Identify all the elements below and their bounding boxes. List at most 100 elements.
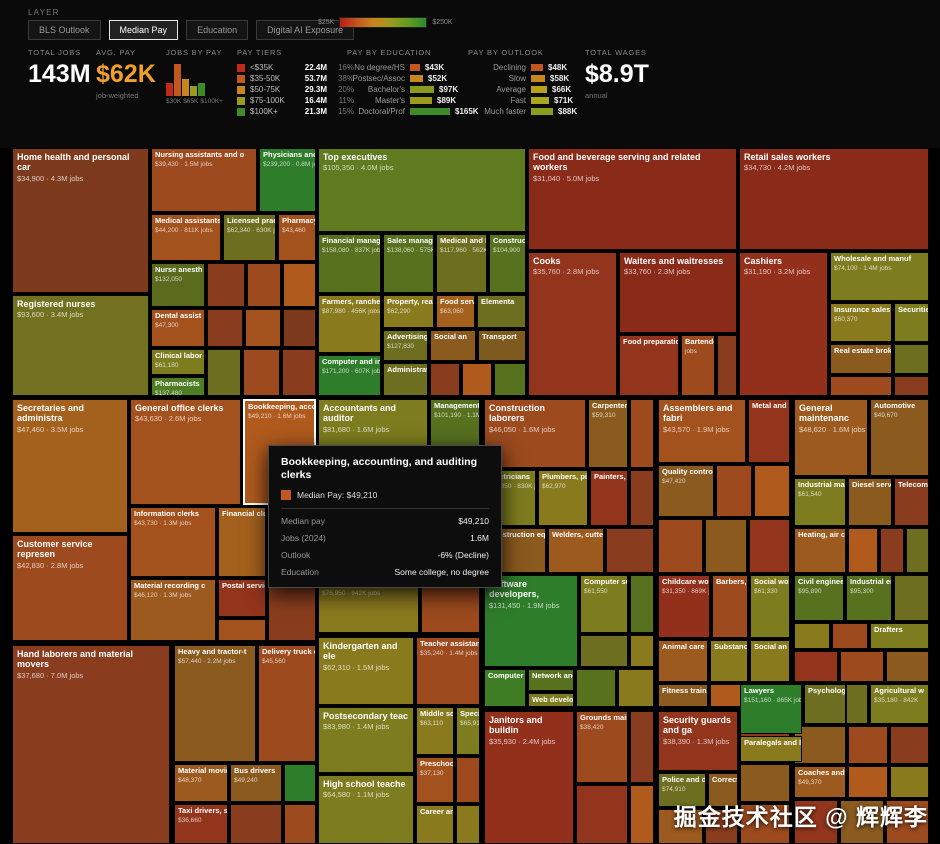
treemap-cell[interactable]: Social an (430, 330, 476, 361)
treemap-cell[interactable] (754, 465, 790, 517)
treemap-cell[interactable] (906, 528, 929, 573)
treemap-cell[interactable] (282, 349, 316, 396)
treemap-cell[interactable] (630, 399, 654, 468)
treemap-cell[interactable]: Police and dete$74,910 (658, 773, 706, 807)
treemap-cell[interactable] (243, 349, 280, 396)
treemap-cell[interactable]: Automotive $49,670 (870, 399, 929, 476)
treemap-cell[interactable]: Industrial en $95,300 (846, 575, 892, 621)
treemap-cell[interactable]: Physicians and sur$239,200 · 0.8M jobs (259, 148, 316, 212)
treemap-cell[interactable] (749, 519, 790, 573)
treemap-cell[interactable]: Clinical labor $61,180 (151, 349, 205, 375)
treemap-cell[interactable] (494, 363, 526, 396)
treemap-cell[interactable]: Medical and he$117,960 · 562K jobs (436, 234, 487, 293)
treemap-cell[interactable] (840, 651, 884, 682)
treemap-cell[interactable]: Hand laborers and material movers $37,680… (12, 645, 170, 844)
treemap-cell[interactable] (886, 651, 929, 682)
treemap-cell[interactable]: Security guards and ga $38,390 · 1.3M job… (658, 711, 738, 771)
treemap-cell[interactable] (283, 309, 316, 347)
layer-button-digital-ai-exposure[interactable]: Digital AI Exposure (256, 20, 355, 40)
treemap-cell[interactable] (606, 528, 654, 573)
treemap-cell[interactable] (456, 757, 480, 803)
treemap-cell[interactable]: Computer su $61,550 (580, 575, 628, 633)
treemap-cell[interactable] (794, 623, 830, 649)
treemap-cell[interactable]: Computer and info$171,200 · 607K jobs (318, 355, 381, 396)
treemap-cell[interactable]: Real estate broker (830, 344, 892, 374)
treemap-cell[interactable] (740, 764, 790, 802)
treemap-cell[interactable] (880, 528, 904, 573)
treemap-cell[interactable]: Career and te (416, 805, 454, 844)
treemap-cell[interactable] (462, 363, 492, 396)
treemap-cell[interactable]: Registered nurses $93,600 · 3.4M jobs (12, 295, 149, 396)
treemap-cell[interactable]: Nursing assistants and o $39,430 · 1.5M j… (151, 148, 257, 212)
treemap-cell[interactable] (284, 804, 316, 844)
treemap-cell[interactable]: Elementa (477, 295, 526, 328)
treemap-cell[interactable] (630, 575, 654, 633)
treemap-cell[interactable]: Construction laborers $46,050 · 1.6M jobs (484, 399, 586, 468)
treemap-cell[interactable] (580, 635, 628, 667)
treemap-cell[interactable]: Pharmacy te$43,460 (278, 214, 316, 261)
treemap-cell[interactable]: Bus drivers $49,240 (230, 764, 282, 802)
treemap-cell[interactable]: Janitors and buildin $35,930 · 2.4M jobs (484, 711, 574, 844)
treemap-cell[interactable]: Heating, air co (794, 528, 846, 573)
treemap-cell[interactable] (794, 651, 838, 682)
treemap-cell[interactable] (705, 519, 747, 573)
treemap-cell[interactable] (894, 376, 929, 396)
treemap-cell[interactable] (218, 619, 266, 641)
treemap-cell[interactable]: Top executives $105,350 · 4.0M jobs (318, 148, 526, 232)
treemap-cell[interactable]: Nurse anesth $132,050 (151, 263, 205, 307)
treemap-cell[interactable] (207, 263, 245, 307)
treemap-cell[interactable]: Lawyers $151,160 · 865K jobs (740, 684, 802, 734)
treemap-cell[interactable]: Middle school t$63,110 (416, 707, 454, 755)
treemap-cell[interactable]: Social workers$61,330 (750, 575, 790, 638)
treemap-cell[interactable] (894, 575, 929, 621)
treemap-cell[interactable] (794, 800, 838, 844)
treemap-cell[interactable]: Delivery truck dri$45,560 (258, 645, 316, 762)
treemap-cell[interactable] (268, 579, 316, 641)
treemap-cell[interactable]: Animal care a (658, 640, 708, 682)
treemap-cell[interactable]: Drafters (870, 623, 929, 649)
treemap-cell[interactable]: Diesel servic (848, 478, 892, 526)
treemap-cell[interactable]: Food and beverage serving and related wo… (528, 148, 737, 250)
treemap-cell[interactable] (230, 804, 282, 844)
treemap-cell[interactable]: Carpenters $59,310 (588, 399, 628, 468)
treemap-cell[interactable] (630, 470, 654, 526)
treemap-cell[interactable]: Metal and plas (748, 399, 790, 463)
treemap-cell[interactable] (283, 263, 316, 307)
treemap-cell[interactable]: Material movin $48,370 (174, 764, 228, 802)
treemap-cell[interactable] (207, 349, 241, 396)
treemap-cell[interactable] (576, 785, 628, 844)
treemap-cell[interactable] (618, 669, 654, 707)
treemap-cell[interactable] (247, 263, 281, 307)
treemap-cell[interactable] (890, 766, 929, 798)
treemap-cell[interactable]: Web develo (528, 693, 574, 707)
treemap-cell[interactable]: Food servi $63,060 (436, 295, 475, 328)
treemap-cell[interactable]: Quality control i $47,420 (658, 465, 714, 517)
treemap-cell[interactable]: Financial managers$158,080 · 837K jobs (318, 234, 381, 293)
treemap-cell[interactable] (890, 726, 929, 764)
treemap-cell[interactable]: Wholesale and manuf $74,100 · 1.4M jobs (830, 252, 929, 301)
treemap-cell[interactable]: High school teache $64,580 · 1.1M jobs (318, 775, 414, 844)
treemap-cell[interactable]: Property, real e$62,290 (383, 295, 434, 328)
treemap-cell[interactable]: Postsecondary teac $83,980 · 1.4M jobs (318, 707, 414, 773)
treemap-cell[interactable]: Grounds maint$38,420 (576, 711, 628, 783)
treemap-cell[interactable] (794, 726, 846, 764)
treemap-cell[interactable]: Social an (750, 640, 790, 682)
treemap-cell[interactable] (840, 800, 884, 844)
treemap-cell[interactable]: Bartendersjobs (681, 335, 715, 396)
treemap-cell[interactable]: Sales managers$138,060 · 575K jobs (383, 234, 434, 293)
treemap-cell[interactable]: Cashiers $31,190 · 3.2M jobs (739, 252, 828, 396)
treemap-cell[interactable] (207, 309, 243, 347)
treemap-cell[interactable]: Postal service (218, 579, 266, 617)
treemap-cell[interactable]: Assemblers and fabri $43,570 · 1.9M jobs (658, 399, 746, 463)
treemap-cell[interactable] (740, 804, 790, 844)
treemap-cell[interactable] (848, 766, 888, 798)
treemap-cell[interactable]: Information clerks $43,730 · 1.3M jobs (130, 507, 216, 577)
treemap-cell[interactable]: Barbers, hai (712, 575, 748, 638)
treemap-cell[interactable]: Substance (710, 640, 748, 682)
treemap-cell[interactable]: Home health and personal car $34,900 · 4.… (12, 148, 149, 293)
treemap-cell[interactable]: Telecomm (894, 478, 929, 526)
treemap-cell[interactable]: Farmers, ranchers,$87,980 · 456K jobs (318, 295, 381, 353)
treemap-cell[interactable] (848, 726, 888, 764)
treemap-cell[interactable] (717, 335, 737, 396)
layer-button-bls-outlook[interactable]: BLS Outlook (28, 20, 101, 40)
